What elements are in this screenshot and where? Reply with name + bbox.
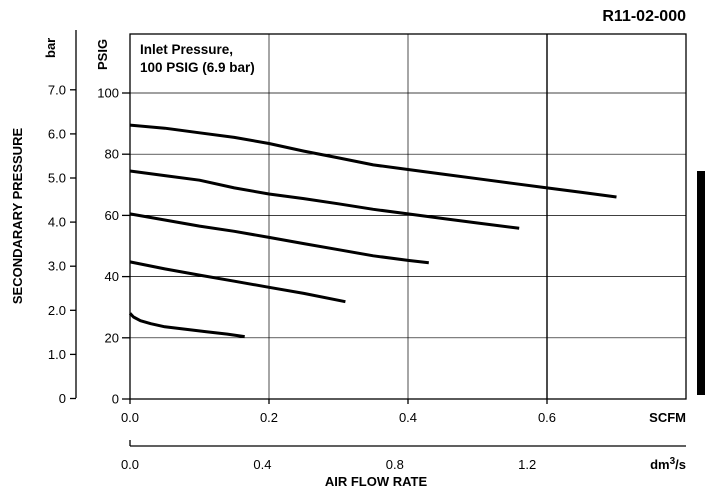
y-axis-label: SECONDARARY PRESSURE — [10, 128, 25, 305]
document-id: R11-02-000 — [602, 8, 686, 25]
series-group — [128, 123, 617, 339]
scfm-tick-label: 0.2 — [260, 410, 278, 425]
inlet-pressure-annotation: Inlet Pressure, 100 PSIG (6.9 bar) — [140, 42, 255, 75]
bar-tick-label: 6.0 — [48, 126, 66, 141]
psig-axis-unit: PSIG — [95, 39, 110, 70]
bar-axis-ticks: 0 1.0 2.0 3.0 4.0 5.0 6.0 7.0 — [48, 82, 76, 406]
bar-tick-label: 3.0 — [48, 259, 66, 274]
x-axis-label: AIR FLOW RATE — [325, 474, 428, 489]
psig-tick-label: 20 — [105, 330, 119, 345]
series-line-5 — [128, 312, 245, 339]
series-line-2 — [129, 169, 520, 230]
page-edge-tab — [697, 171, 705, 395]
psig-tick-label: 0 — [112, 392, 119, 407]
psig-axis-ticks: 0 20 40 60 80 100 — [97, 86, 130, 407]
bar-tick-label: 5.0 — [48, 171, 66, 186]
annotation-line-2: 100 PSIG (6.9 bar) — [140, 60, 255, 75]
dm3s-tick-label: 0.0 — [121, 457, 139, 472]
dm3s-tick-label: 0.4 — [253, 457, 271, 472]
series-line-1 — [129, 123, 617, 199]
series-line-3 — [129, 212, 429, 265]
psig-tick-label: 100 — [97, 86, 119, 101]
scfm-tick-label: 0.0 — [121, 410, 139, 425]
bar-tick-label: 4.0 — [48, 215, 66, 230]
bar-tick-label: 1.0 — [48, 347, 66, 362]
dm3s-tick-label: 1.2 — [518, 457, 536, 472]
bar-tick-label: 0 — [59, 391, 66, 406]
annotation-line-1: Inlet Pressure, — [140, 42, 233, 57]
bar-tick-label: 2.0 — [48, 303, 66, 318]
bar-axis-unit: bar — [43, 38, 58, 58]
dm3s-axis-ticks: 0.0 0.4 0.8 1.2 — [121, 457, 536, 472]
dm3s-tick-label: 0.8 — [386, 457, 404, 472]
psig-tick-label: 80 — [105, 147, 119, 162]
psig-tick-label: 60 — [105, 208, 119, 223]
scfm-tick-label: 0.6 — [538, 410, 556, 425]
scfm-tick-label: 0.4 — [399, 410, 417, 425]
bar-tick-label: 7.0 — [48, 82, 66, 97]
dm3s-axis-unit: dm3/s — [650, 456, 686, 472]
scfm-axis-unit: SCFM — [649, 410, 686, 425]
psig-tick-label: 40 — [105, 269, 119, 284]
scfm-axis-ticks: 0.0 0.2 0.4 0.6 — [121, 399, 556, 425]
series-line-4 — [129, 260, 346, 304]
grid-lines — [130, 34, 686, 399]
